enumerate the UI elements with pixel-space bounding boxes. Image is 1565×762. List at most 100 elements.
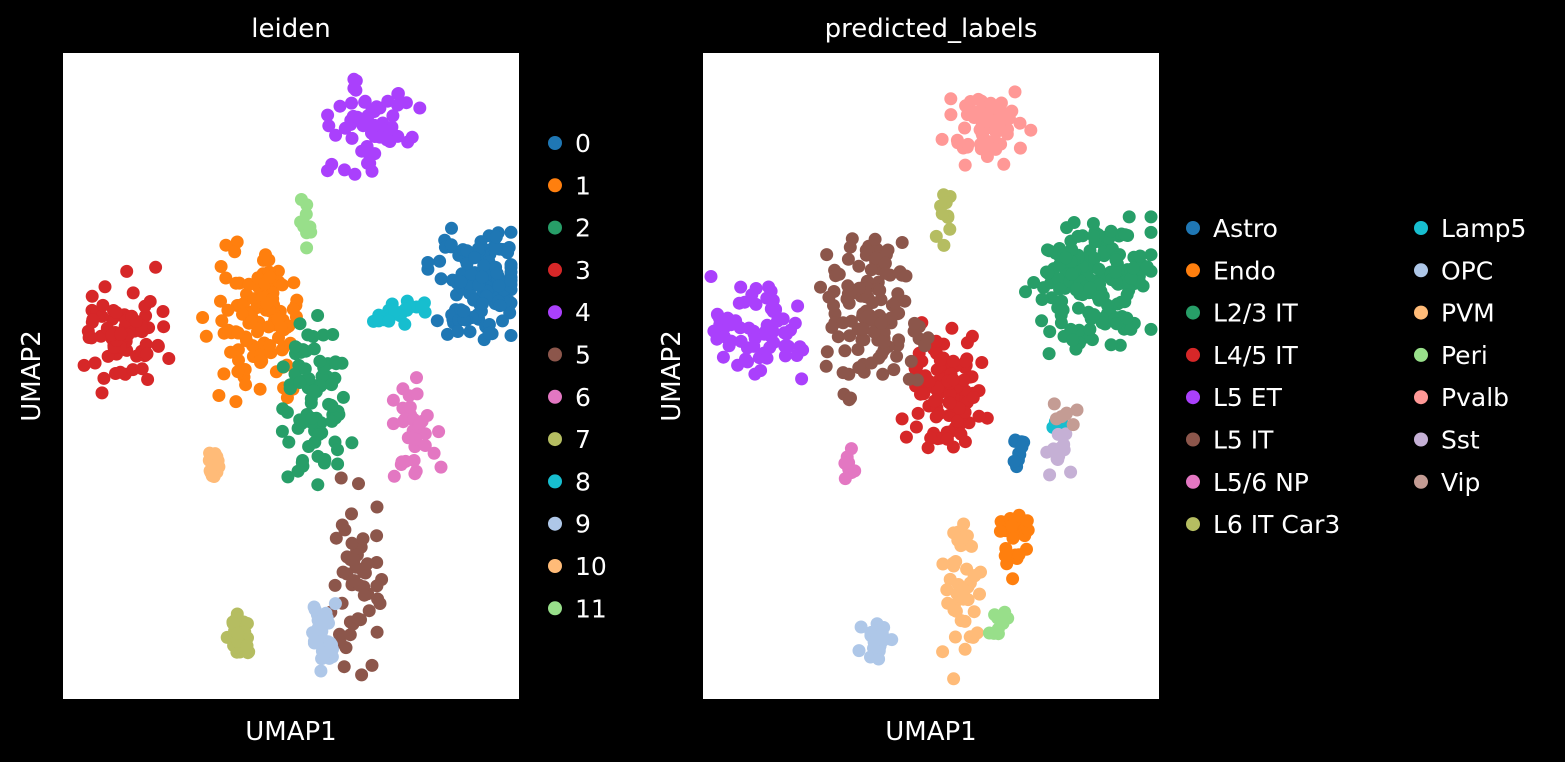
point-pvalb: [958, 158, 972, 172]
point-0: [421, 256, 435, 269]
point-l5-it: [852, 361, 866, 375]
legend-label: 4: [575, 298, 591, 327]
point-l5-6-np: [848, 464, 862, 478]
point-0: [454, 275, 468, 289]
point-l5-it: [892, 333, 906, 347]
point-l4-5-it: [946, 354, 960, 368]
legend-label: L6 IT Car3: [1213, 510, 1340, 539]
point-l5-it: [890, 349, 904, 363]
legend-item: L4/5 IT: [1186, 341, 1298, 370]
point-opc: [867, 635, 881, 649]
point-0: [504, 225, 518, 239]
legend-label: Vip: [1441, 468, 1480, 497]
point-l5-it: [876, 367, 890, 381]
point-l4-5-it: [957, 373, 971, 387]
legend-label: 5: [575, 341, 591, 370]
point-6: [434, 460, 448, 474]
chart-title: leiden: [251, 14, 330, 44]
point-l2-3-it: [1118, 228, 1132, 242]
legend-marker: [548, 601, 562, 616]
point-l5-it: [831, 330, 845, 344]
point-6: [432, 425, 446, 439]
point-3: [85, 289, 99, 303]
point-7: [226, 616, 240, 630]
point-l2-3-it: [1104, 224, 1118, 238]
legend-item: 7: [548, 425, 591, 454]
panel-leiden: leiden UMAP1 UMAP2 0 1 2 3 4 5 6 7 8 9 10 11: [17, 14, 607, 747]
point-pvm: [958, 614, 972, 628]
point-0: [496, 314, 509, 328]
point-l5-it: [904, 354, 918, 368]
legend-item: 10: [548, 552, 607, 581]
point-5: [335, 518, 349, 532]
point-6: [427, 446, 441, 460]
point-7: [231, 626, 245, 640]
point-l2-3-it: [1122, 210, 1136, 224]
point-l5-it: [820, 248, 834, 262]
point-5: [352, 477, 365, 491]
legend-marker: [1186, 390, 1200, 405]
point-l2-3-it: [1059, 251, 1073, 265]
point-vip: [1070, 403, 1084, 417]
point-1: [263, 339, 277, 352]
point-6: [408, 467, 422, 481]
point-l5-it: [832, 267, 846, 281]
legend-label: 8: [575, 467, 591, 496]
legend-label: 3: [575, 256, 591, 285]
point-2: [293, 413, 307, 427]
point-l5-et: [733, 321, 747, 335]
point-5: [362, 604, 376, 618]
point-6: [410, 387, 424, 401]
point-l2-3-it: [1095, 316, 1109, 330]
point-l5-it: [819, 359, 833, 373]
point-1: [242, 277, 256, 291]
point-l2-3-it: [1019, 285, 1032, 299]
point-4: [329, 128, 343, 142]
legend-marker: [1414, 221, 1428, 235]
legend-marker: [548, 516, 562, 531]
point-5: [373, 597, 387, 610]
point-3: [114, 327, 128, 341]
point-2: [325, 399, 339, 413]
point-2: [307, 384, 321, 398]
point-l5-et: [784, 323, 797, 337]
point-l4-5-it: [959, 355, 973, 368]
point-l4-5-it: [975, 356, 989, 369]
legend-marker: [1186, 221, 1200, 235]
point-0: [492, 279, 506, 293]
point-l2-3-it: [1133, 249, 1147, 263]
legend-item: L2/3 IT: [1186, 299, 1298, 328]
point-5: [336, 565, 350, 579]
point-l5-it: [874, 316, 888, 330]
point-3: [141, 373, 155, 386]
point-3: [139, 337, 153, 351]
point-l5-et: [749, 297, 763, 311]
point-0: [504, 329, 518, 342]
legend-marker: [1414, 263, 1428, 278]
legend-item: 8: [548, 467, 591, 496]
point-2: [276, 360, 290, 374]
point-11: [300, 241, 314, 255]
point-1: [237, 297, 250, 311]
point-0: [430, 314, 444, 328]
point-l2-3-it: [1087, 229, 1100, 243]
point-3: [157, 320, 171, 334]
point-2: [302, 440, 316, 453]
chart-title: predicted_labels: [825, 14, 1038, 44]
point-2: [298, 362, 312, 376]
point-8: [382, 314, 396, 328]
point-l5-et: [734, 280, 748, 294]
point-1: [221, 303, 235, 317]
point-pvalb: [1013, 116, 1027, 130]
point-1: [219, 271, 233, 285]
point-pvalb: [995, 112, 1009, 125]
point-l5-et: [760, 318, 774, 332]
point-5: [360, 557, 374, 571]
point-vip: [1060, 406, 1074, 420]
point-l5-et: [748, 367, 762, 381]
point-1: [214, 260, 228, 273]
point-4: [347, 81, 361, 95]
point-1: [229, 395, 243, 409]
point-vip: [1066, 418, 1080, 432]
legend-label: L5 IT: [1213, 426, 1274, 455]
